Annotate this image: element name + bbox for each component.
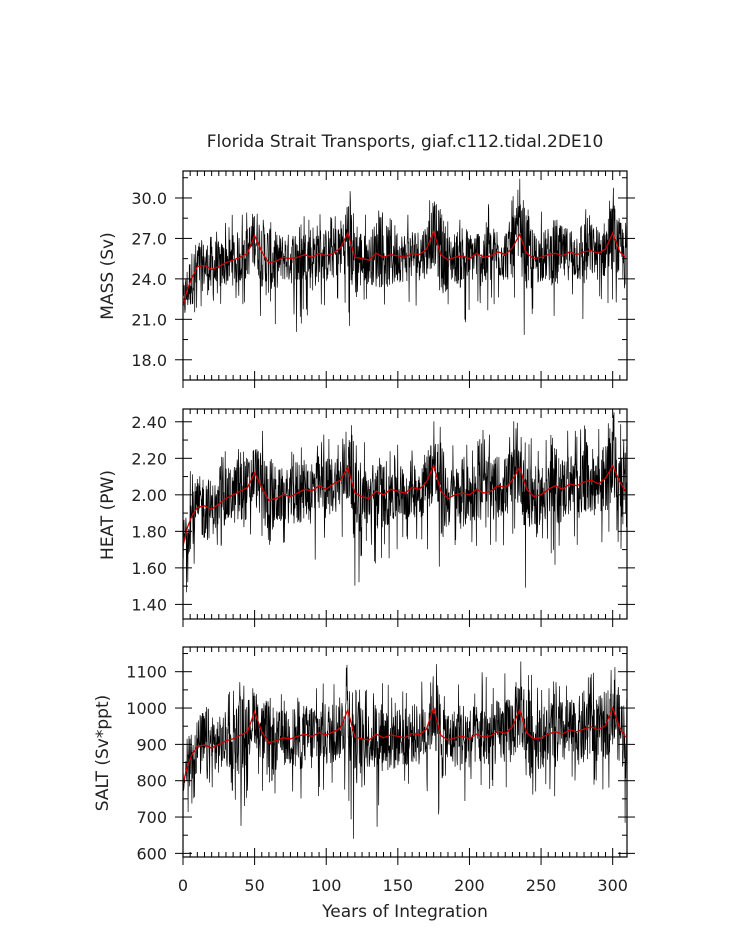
ylabel-mass: MASS (Sv) <box>98 232 118 319</box>
series-smoothed-heat <box>182 463 627 547</box>
series-smoothed-mass <box>182 229 627 306</box>
x-tick-label: 250 <box>526 876 557 895</box>
y-tick-label: 1.60 <box>131 559 167 578</box>
y-tick-label: 1.40 <box>131 595 167 614</box>
series-smoothed-salt <box>182 705 627 785</box>
series-monthly-heat <box>182 412 628 593</box>
plot-frame-mass <box>182 170 628 381</box>
y-tick-label: 18.0 <box>131 351 167 370</box>
y-tick-label: 800 <box>136 772 167 791</box>
x-tick-label: 200 <box>454 876 485 895</box>
x-tick-label: 50 <box>244 876 264 895</box>
ylabel-heat: HEAT (PW) <box>98 470 118 560</box>
y-tick-label: 24.0 <box>131 270 167 289</box>
xlabel: Years of Integration <box>321 902 488 922</box>
y-tick-label: 2.00 <box>131 486 167 505</box>
y-tick-label: 700 <box>136 808 167 827</box>
y-tick-label: 1.80 <box>131 522 167 541</box>
ylabel-salt: SALT (Sv*ppt) <box>93 695 113 812</box>
y-tick-label: 30.0 <box>131 189 167 208</box>
x-tick-label: 100 <box>311 876 342 895</box>
panel-heat: 1.40 1.60 1.80 2.00 2.20 2.40 HEAT (PW) <box>98 408 635 627</box>
chart-title: Florida Strait Transports, giaf.c112.tid… <box>207 132 604 152</box>
y-tick-label: 27.0 <box>131 229 167 248</box>
x-tick-label: 0 <box>178 876 188 895</box>
y-tick-label: 1000 <box>126 699 167 718</box>
x-tick-label: 300 <box>597 876 628 895</box>
x-tick-label: 150 <box>383 876 414 895</box>
panel-salt: 600 700 800 900 1000 1100 0 50 100 150 200 250 300 S… <box>93 646 635 895</box>
y-tick-label: 2.20 <box>131 449 167 468</box>
y-tick-label: 900 <box>136 735 167 754</box>
y-tick-label: 600 <box>136 844 167 863</box>
y-tick-label: 21.0 <box>131 310 167 329</box>
series-monthly-mass <box>182 178 628 335</box>
y-tick-label: 2.40 <box>131 413 167 432</box>
y-tick-label: 1100 <box>126 663 167 682</box>
series-monthly-salt <box>182 661 628 839</box>
panel-mass: 18.0 21.0 24.0 27.0 30.0 MASS (Sv) <box>98 170 635 388</box>
